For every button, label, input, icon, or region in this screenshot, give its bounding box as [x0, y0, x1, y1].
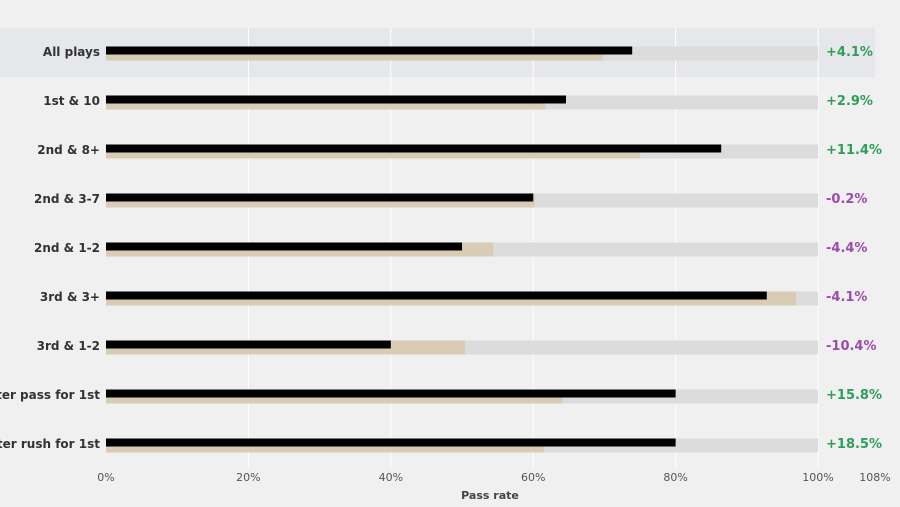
diff-label: -0.2%: [826, 192, 867, 207]
team-bar: [106, 144, 722, 153]
diff-label: +2.9%: [826, 94, 873, 109]
diff-label: +11.4%: [826, 143, 882, 158]
x-tick-label: 40%: [379, 471, 403, 484]
x-tick-label: 108%: [859, 471, 890, 484]
diff-label: -4.4%: [826, 241, 867, 256]
category-label: 3rd & 1-2: [37, 339, 100, 353]
diff-label: +18.5%: [826, 437, 882, 452]
x-tick-label: 0%: [97, 471, 114, 484]
x-axis-label: Pass rate: [461, 489, 519, 502]
team-bar: [106, 340, 391, 349]
category-label: After rush for 1st: [0, 437, 100, 451]
team-bar: [106, 291, 767, 300]
team-bar: [106, 95, 566, 104]
team-bar: [106, 193, 534, 202]
diff-label: +15.8%: [826, 388, 882, 403]
team-bar: [106, 389, 676, 398]
category-label: All plays: [43, 45, 100, 59]
diff-label: -4.1%: [826, 290, 867, 305]
team-bar: [106, 46, 633, 55]
x-tick-label: 100%: [802, 471, 833, 484]
category-label: 2nd & 8+: [37, 143, 100, 157]
category-label: 1st & 10: [43, 94, 100, 108]
category-label: 2nd & 3-7: [34, 192, 100, 206]
team-bar: [106, 438, 676, 447]
diff-label: +4.1%: [826, 45, 873, 60]
team-bar: [106, 242, 463, 251]
x-tick-label: 20%: [236, 471, 260, 484]
x-tick-label: 60%: [521, 471, 545, 484]
category-label: After pass for 1st: [0, 388, 100, 402]
category-label: 2nd & 1-2: [34, 241, 100, 255]
diff-label: -10.4%: [826, 339, 877, 354]
category-label: 3rd & 3+: [40, 290, 100, 304]
x-tick-label: 80%: [663, 471, 687, 484]
